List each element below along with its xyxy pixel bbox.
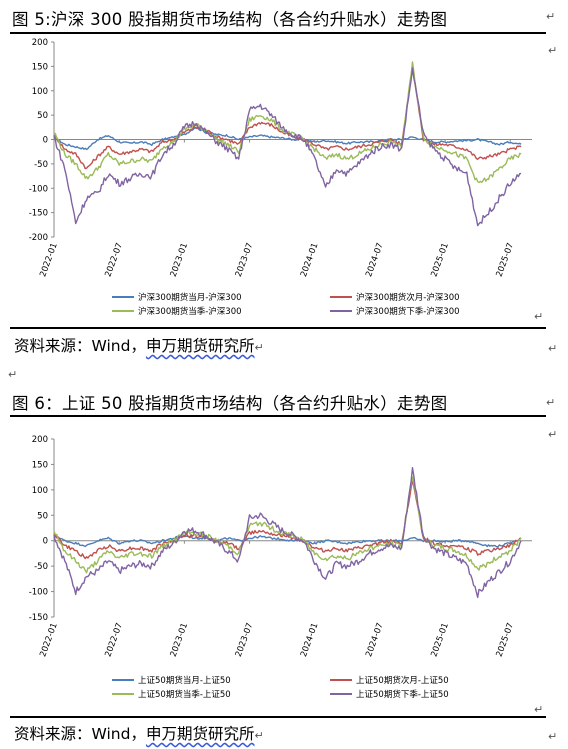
x-tick-label: 2023-07: [234, 242, 256, 279]
source-org: 申万期货研究所: [145, 337, 255, 355]
x-tick-label: 2022-07: [103, 242, 125, 279]
x-tick-label: 2025-01: [429, 242, 451, 279]
series-line: [53, 127, 522, 151]
y-tick-label: 0: [43, 537, 48, 547]
series-line: [53, 467, 522, 599]
x-tick-label: 2025-07: [495, 242, 517, 279]
legend-label: 上证50期货当月-上证50: [138, 675, 231, 686]
x-tick-label: 2023-01: [169, 242, 191, 279]
y-tick-label: 50: [37, 511, 48, 521]
figure-6-bottom-rule: [10, 716, 546, 718]
figure-5-title: 图 5:沪深 300 股指期货市场结构（各合约升贴水）走势图: [12, 10, 448, 29]
y-tick-label: 50: [37, 111, 48, 121]
legend-label: 沪深300期货次月-沪深300: [356, 292, 460, 303]
y-tick-label: 150: [32, 460, 48, 470]
x-tick-label: 2022-01: [38, 242, 60, 279]
figure-6-top-rule: [10, 415, 546, 417]
source-label: 资料来源：Wind，: [14, 337, 146, 355]
legend-label: 上证50期货次月-上证50: [356, 675, 449, 686]
series-line: [53, 479, 522, 560]
paragraph-mark: ↵: [548, 342, 558, 355]
y-tick-label: -200: [29, 233, 48, 243]
paragraph-mark: ↵: [548, 730, 558, 743]
legend-label: 上证50期货当季-上证50: [138, 689, 231, 700]
series-line: [53, 534, 522, 548]
figure-6-source: 资料来源：Wind，申万期货研究所↵: [14, 722, 264, 744]
legend-label: 沪深300期货当季-沪深300: [138, 306, 242, 317]
y-tick-label: 100: [32, 486, 48, 496]
legend-label: 上证50期货下季-上证50: [356, 689, 449, 700]
figure-6-title: 图 6：上证 50 股指期货市场结构（各合约升贴水）走势图: [12, 394, 448, 413]
x-tick-label: 2025-07: [495, 622, 517, 659]
y-tick-label: -100: [29, 588, 48, 598]
paragraph-mark: ↵: [254, 729, 264, 742]
legend-label: 沪深300期货当月-沪深300: [138, 292, 242, 303]
y-tick-label: -50: [34, 160, 48, 170]
paragraph-mark: ↵: [546, 10, 556, 23]
paragraph-mark: ↵: [534, 703, 544, 716]
figure-5-bottom-rule: [10, 327, 546, 329]
chart-hs300-basis: -200 -150 -100 -50 0 50 100 150 200 2022-01 2022-0…: [29, 38, 532, 317]
paragraph-mark: ↵: [254, 341, 264, 354]
figure-5-source: 资料来源：Wind，申万期货研究所↵: [14, 334, 264, 356]
x-tick-label: 2022-01: [38, 622, 60, 659]
paragraph-mark: ↵: [546, 396, 556, 409]
y-tick-label: -150: [29, 209, 48, 219]
chart-sz50-basis: -150 -100 -50 0 50 100 150 200 2022-01 2022-07 202…: [29, 435, 532, 700]
source-org: 申万期货研究所: [145, 725, 255, 743]
series-line: [53, 67, 522, 227]
x-tick-label: 2024-07: [364, 242, 386, 279]
x-tick-label: 2022-07: [103, 622, 125, 659]
legend-label: 沪深300期货下季-沪深300: [356, 306, 460, 317]
paragraph-mark: ↵: [548, 428, 558, 441]
paragraph-mark: ↵: [8, 368, 18, 381]
series-line: [53, 476, 522, 574]
x-tick-label: 2023-01: [169, 622, 191, 659]
x-tick-label: 2024-01: [299, 242, 321, 279]
paragraph-mark: ↵: [548, 44, 558, 57]
y-tick-label: 200: [32, 38, 48, 48]
paragraph-mark: ↵: [534, 310, 544, 323]
y-tick-label: 0: [43, 136, 48, 146]
y-tick-label: 150: [32, 62, 48, 72]
y-tick-label: 100: [32, 87, 48, 97]
y-tick-label: 200: [32, 435, 48, 445]
figure-5-top-rule: [10, 32, 546, 34]
x-tick-label: 2025-01: [429, 622, 451, 659]
x-tick-label: 2023-07: [234, 622, 256, 659]
x-tick-label: 2024-01: [299, 622, 321, 659]
x-tick-label: 2024-07: [364, 622, 386, 659]
y-tick-label: -150: [29, 613, 48, 623]
y-tick-label: -100: [29, 184, 48, 194]
y-tick-label: -50: [34, 562, 48, 572]
source-label: 资料来源：Wind，: [14, 725, 146, 743]
